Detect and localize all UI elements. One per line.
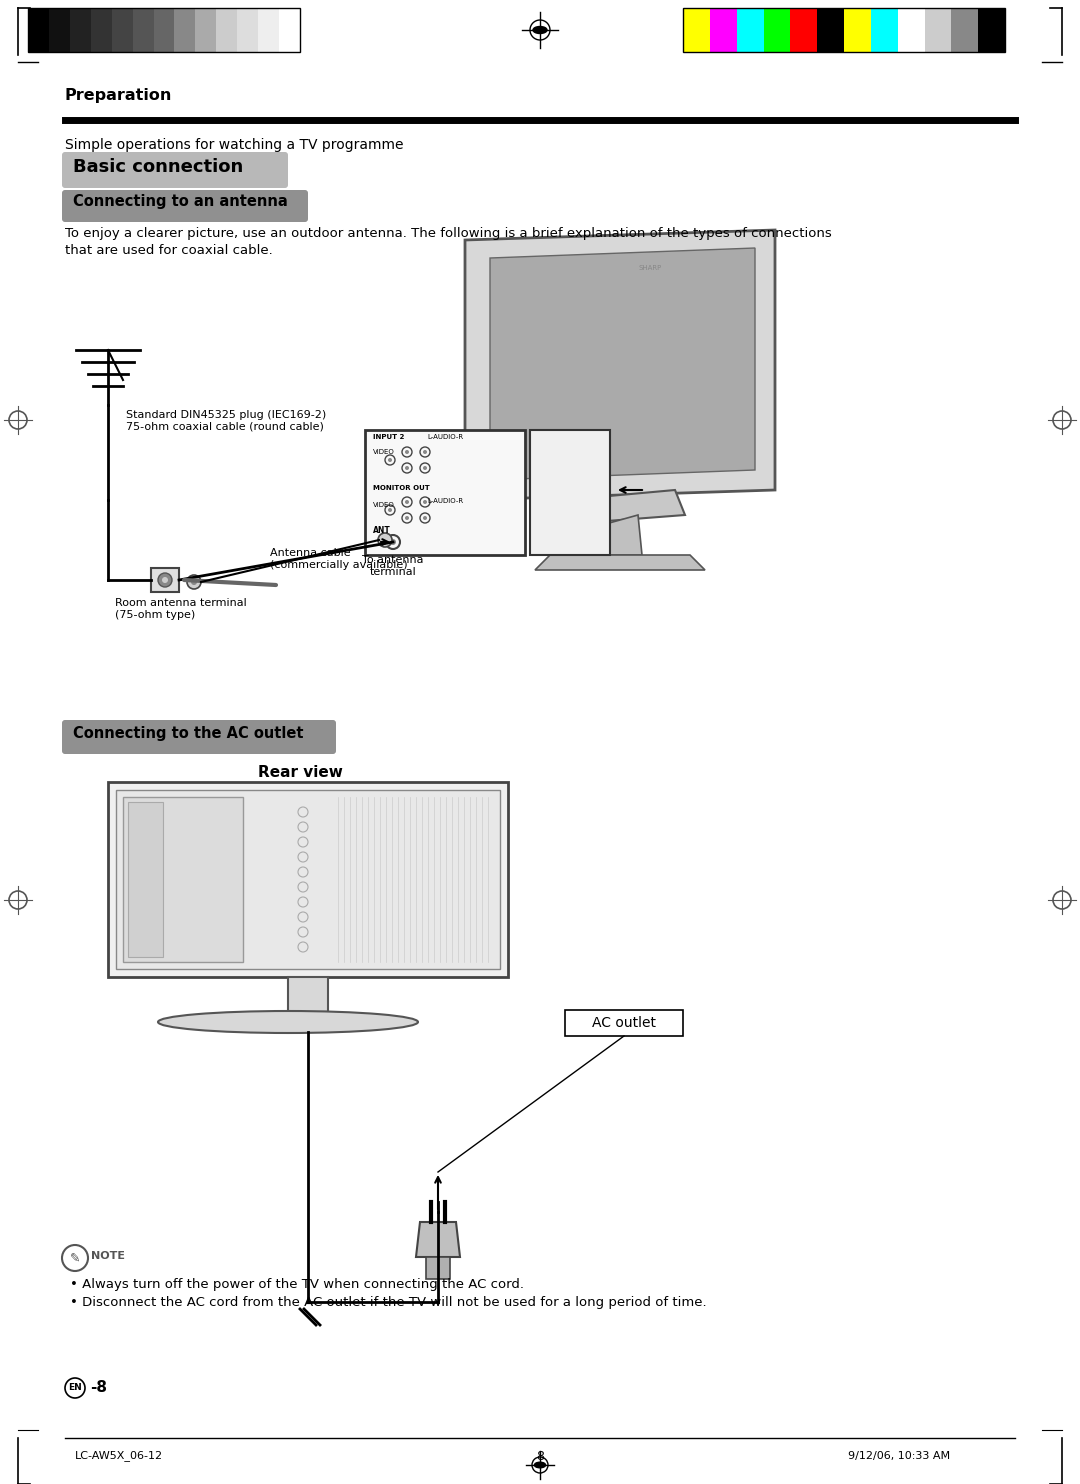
Text: 9/12/06, 10:33 AM: 9/12/06, 10:33 AM (848, 1451, 950, 1462)
Text: Rear view: Rear view (257, 764, 342, 781)
Circle shape (378, 533, 392, 548)
Text: 8: 8 (536, 1450, 544, 1463)
Circle shape (573, 493, 597, 516)
Text: LC-AW5X_06-12: LC-AW5X_06-12 (75, 1450, 163, 1462)
Text: To enjoy a clearer picture, use an outdoor antenna. The following is a brief exp: To enjoy a clearer picture, use an outdo… (65, 227, 832, 240)
Text: Simple operations for watching a TV programme: Simple operations for watching a TV prog… (65, 138, 404, 151)
Bar (791, 7, 818, 52)
Circle shape (158, 573, 172, 588)
Bar (28, 7, 49, 52)
Circle shape (390, 539, 396, 545)
Text: AC outlet: AC outlet (592, 1017, 656, 1030)
Circle shape (545, 445, 555, 456)
Circle shape (405, 500, 409, 505)
Polygon shape (535, 555, 705, 570)
Polygon shape (465, 230, 775, 500)
Circle shape (564, 539, 572, 546)
Bar (153, 7, 175, 52)
Circle shape (162, 577, 168, 583)
Bar (683, 7, 710, 52)
Circle shape (388, 459, 392, 462)
Bar (133, 7, 153, 52)
Text: MONITOR OUT: MONITOR OUT (373, 485, 430, 491)
Bar (129, 801, 163, 957)
Text: VIDEO: VIDEO (373, 450, 395, 456)
FancyBboxPatch shape (62, 151, 288, 188)
Circle shape (187, 574, 201, 589)
Text: Basic connection: Basic connection (73, 157, 243, 177)
Bar (123, 797, 243, 962)
Circle shape (423, 450, 427, 454)
Text: L-AUDIO-R: L-AUDIO-R (427, 433, 463, 439)
Text: L-AUDIO-R: L-AUDIO-R (427, 499, 463, 505)
Text: • Always turn off the power of the TV when connecting the AC cord.: • Always turn off the power of the TV wh… (70, 1278, 524, 1291)
Ellipse shape (158, 1011, 418, 1033)
FancyBboxPatch shape (62, 720, 336, 754)
Bar (108, 782, 508, 976)
Circle shape (191, 579, 197, 585)
Text: Preparation: Preparation (65, 88, 173, 102)
Text: Connecting to the AC outlet: Connecting to the AC outlet (73, 726, 303, 741)
Text: Connecting to an antenna: Connecting to an antenna (73, 194, 287, 209)
Text: To antenna
terminal: To antenna terminal (362, 555, 423, 577)
Bar (151, 568, 179, 592)
Circle shape (580, 445, 590, 456)
Bar (530, 430, 610, 555)
Polygon shape (416, 1221, 460, 1257)
Bar (49, 7, 70, 52)
Polygon shape (598, 515, 642, 555)
Bar (565, 1011, 683, 1036)
Circle shape (405, 466, 409, 470)
Bar (764, 7, 791, 52)
Bar (91, 7, 111, 52)
Bar (897, 7, 924, 52)
Bar (28, 7, 300, 52)
Bar (951, 7, 978, 52)
Ellipse shape (534, 27, 546, 34)
Circle shape (388, 508, 392, 512)
Bar (216, 7, 238, 52)
Circle shape (545, 527, 555, 537)
Text: SHARP: SHARP (638, 266, 662, 272)
Text: INPUT 2: INPUT 2 (373, 433, 404, 439)
Circle shape (423, 516, 427, 519)
Text: Standard DIN45325 plug (IEC169-2)
75-ohm coaxial cable (round cable): Standard DIN45325 plug (IEC169-2) 75-ohm… (126, 410, 326, 432)
Bar (195, 7, 216, 52)
FancyBboxPatch shape (62, 190, 308, 223)
Circle shape (580, 527, 590, 537)
Bar (426, 1257, 450, 1279)
Bar (238, 7, 258, 52)
Circle shape (558, 531, 578, 552)
Circle shape (538, 466, 562, 490)
Circle shape (423, 500, 427, 505)
Circle shape (538, 519, 562, 545)
Text: ANT: ANT (373, 525, 391, 536)
Bar (843, 7, 870, 52)
Bar (365, 430, 525, 555)
Bar (683, 7, 1005, 52)
Circle shape (405, 516, 409, 519)
Circle shape (580, 500, 590, 510)
Polygon shape (490, 248, 755, 479)
Circle shape (423, 466, 427, 470)
Bar (116, 789, 500, 969)
Text: -8: -8 (90, 1380, 107, 1395)
Bar (737, 7, 764, 52)
Circle shape (405, 450, 409, 454)
Circle shape (573, 519, 597, 545)
Text: EN: EN (68, 1383, 82, 1392)
Circle shape (573, 438, 597, 462)
Bar (870, 7, 897, 52)
Bar (111, 7, 133, 52)
Bar (578, 536, 596, 548)
Bar (70, 7, 91, 52)
Polygon shape (555, 490, 685, 525)
Circle shape (538, 493, 562, 516)
Bar (710, 7, 737, 52)
Bar (818, 7, 843, 52)
Text: Antenna cable
(commercially available): Antenna cable (commercially available) (270, 548, 407, 570)
Bar (279, 7, 300, 52)
Bar (288, 976, 328, 1012)
Circle shape (573, 466, 597, 490)
Text: NOTE: NOTE (91, 1251, 125, 1261)
